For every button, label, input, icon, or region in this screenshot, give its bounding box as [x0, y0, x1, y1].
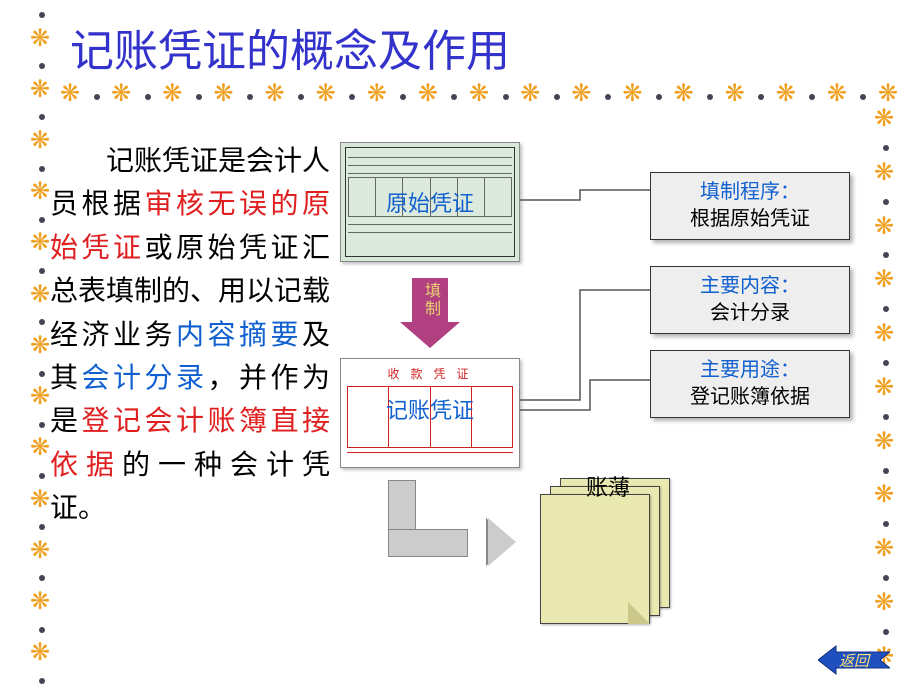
elbow-arrow [388, 480, 468, 557]
back-button[interactable]: 返回 [818, 644, 890, 676]
original-voucher-label: 原始凭证 [386, 186, 474, 218]
fill-arrow-label: 填制 [412, 278, 448, 322]
fill-arrow: 填制 [400, 278, 460, 348]
back-button-label: 返回 [839, 650, 869, 671]
info-box-2-title: 主要内容： [655, 273, 845, 300]
connector-lines [510, 140, 670, 420]
para-seg4: 内容摘要 [176, 320, 302, 351]
doc2-header: 收 款 凭 证 [345, 363, 515, 382]
info-box-1-body: 根据原始凭证 [655, 206, 845, 233]
info-box-3-body: 登记账簿依据 [655, 384, 845, 411]
right-flower-column [874, 110, 898, 670]
accounting-voucher-label: 记账凭证 [386, 393, 474, 425]
info-box-procedure: 填制程序： 根据原始凭证 [650, 172, 850, 240]
original-voucher-card: 原始凭证 [340, 142, 520, 262]
info-box-3-title: 主要用途： [655, 357, 845, 384]
definition-paragraph: 记账凭证是会计人员根据审核无误的原始凭证或原始凭证汇总表填制的、用以记载经济业务… [50, 140, 330, 531]
para-seg6: 会计分录 [82, 363, 208, 394]
ledger-book-label: 账薄 [586, 470, 630, 502]
accounting-voucher-card: 收 款 凭 证 记账凭证 [340, 358, 520, 468]
info-box-content: 主要内容： 会计分录 [650, 266, 850, 334]
top-flower-row [60, 85, 900, 109]
page-title: 记账凭证的概念及作用 [70, 15, 510, 79]
info-box-usage: 主要用途： 登记账簿依据 [650, 350, 850, 418]
info-box-2-body: 会计分录 [655, 300, 845, 327]
info-box-1-title: 填制程序： [655, 179, 845, 206]
